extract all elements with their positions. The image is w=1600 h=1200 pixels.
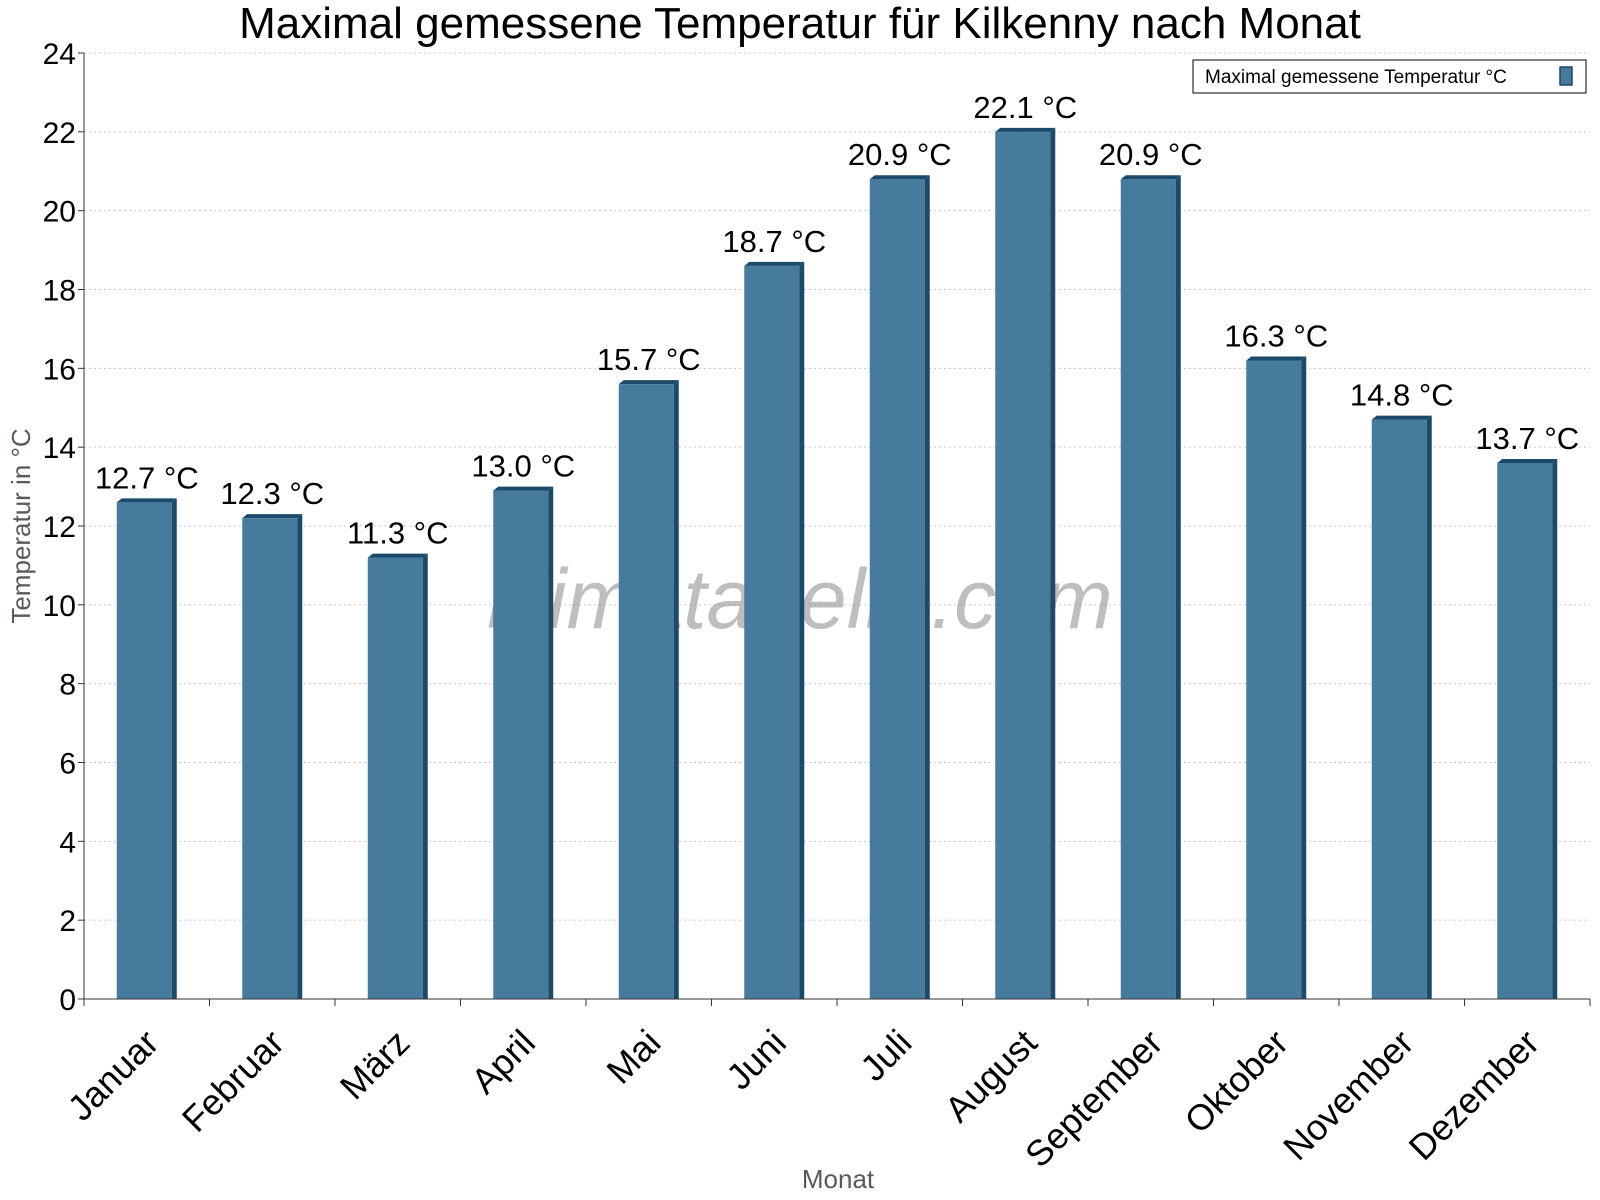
y-tick-label: 22: [43, 117, 76, 150]
data-label: 13.7 °C: [1475, 421, 1579, 456]
x-tick-label: Juni: [718, 1022, 794, 1098]
legend-entry-label: Maximal gemessene Temperatur °C: [1205, 67, 1507, 88]
bar-mai: [618, 380, 679, 999]
bars: 12.7 °C 12.3 °C 11.3 °C 13.0 °C 15.7 °C 18.7 …: [95, 90, 1579, 1000]
bar-face: [995, 131, 1051, 999]
bar-juni: [744, 261, 805, 999]
data-label: 20.9 °C: [1099, 137, 1203, 172]
bar-märz: [367, 553, 428, 999]
bar-juli: [869, 175, 930, 1000]
data-label: 16.3 °C: [1224, 319, 1328, 354]
bar-top: [242, 514, 303, 519]
x-tick-label: Mai: [598, 1022, 668, 1092]
y-tick-label: 10: [43, 590, 76, 623]
bar-side: [1552, 458, 1558, 999]
bar-top: [1246, 356, 1307, 361]
bar-dezember: [1497, 458, 1558, 999]
bar-top: [1497, 458, 1558, 463]
bar-face: [869, 179, 925, 1000]
bar-top: [367, 553, 428, 558]
bar-side: [799, 261, 805, 999]
bar-september: [1120, 175, 1181, 1000]
bar-side: [924, 175, 930, 1000]
data-label: 18.7 °C: [722, 224, 826, 259]
y-tick-label: 6: [59, 748, 76, 781]
bar-top: [116, 498, 177, 503]
bar-face: [1120, 179, 1176, 1000]
y-tick-label: 14: [43, 432, 76, 465]
bar-face: [367, 557, 423, 999]
y-tick-label: 8: [59, 669, 76, 702]
bar-november: [1371, 415, 1432, 1000]
bar-side: [297, 514, 303, 999]
bar-face: [1246, 360, 1302, 1000]
x-tick-label: Juli: [852, 1022, 919, 1089]
data-label: 12.7 °C: [95, 460, 199, 495]
bar-face: [242, 518, 298, 999]
bar-top: [1120, 175, 1181, 180]
y-axis-title: Temperatur in °C: [6, 428, 36, 623]
x-tick-label: September: [1017, 1022, 1171, 1176]
bar-oktober: [1246, 356, 1307, 1000]
data-label: 15.7 °C: [597, 342, 701, 377]
bar-side: [1175, 175, 1181, 1000]
x-tick-label: Februar: [174, 1022, 292, 1140]
x-tick-label: März: [332, 1022, 418, 1108]
bar-side: [1301, 356, 1307, 1000]
x-axis-title: Monat: [802, 1164, 875, 1194]
bar-august: [995, 127, 1056, 1000]
data-label: 22.1 °C: [973, 90, 1077, 125]
bar-top: [869, 175, 930, 180]
x-tick-label: August: [937, 1022, 1045, 1130]
bar-januar: [116, 498, 177, 999]
bar-face: [744, 265, 800, 999]
bar-face: [116, 502, 172, 999]
x-tick-label: Januar: [60, 1022, 167, 1129]
bar-top: [493, 486, 554, 491]
bar-top: [744, 261, 805, 266]
bar-side: [1426, 415, 1432, 1000]
bar-face: [1371, 419, 1427, 1000]
x-tick-label: November: [1275, 1022, 1421, 1168]
bar-side: [548, 486, 554, 999]
grid: [84, 52, 1590, 921]
y-tick-label: 12: [43, 511, 76, 544]
bar-side: [1050, 127, 1056, 1000]
bar-top: [1371, 415, 1432, 420]
y-tick-label: 18: [43, 275, 76, 308]
data-label: 13.0 °C: [471, 449, 575, 484]
bar-face: [493, 490, 549, 999]
bar-side: [422, 553, 428, 999]
y-tick-label: 4: [59, 826, 76, 859]
y-tick-label: 0: [59, 984, 76, 1017]
bar-side: [171, 498, 177, 999]
bar-februar: [242, 514, 303, 999]
x-tick-label: Oktober: [1176, 1022, 1296, 1142]
x-tick-label: April: [463, 1022, 543, 1102]
legend-box: [1192, 59, 1587, 94]
bar-april: [493, 486, 554, 999]
data-label: 11.3 °C: [347, 516, 448, 551]
data-label: 20.9 °C: [848, 137, 952, 172]
data-label: 14.8 °C: [1350, 378, 1454, 413]
y-tick-label: 20: [43, 196, 76, 229]
bar-face: [1497, 462, 1553, 999]
x-tick-label: Dezember: [1400, 1022, 1546, 1168]
bar-top: [995, 127, 1056, 132]
data-label: 12.3 °C: [220, 476, 324, 511]
chart-title: Maximal gemessene Temperatur für Kilkenn…: [239, 0, 1361, 48]
legend-swatch: [1559, 66, 1573, 86]
legend: Maximal gemessene Temperatur °C: [1192, 59, 1587, 94]
y-tick-label: 16: [43, 353, 76, 386]
bar-side: [673, 380, 679, 999]
y-tick-label: 2: [59, 905, 76, 938]
y-tick-label: 24: [43, 38, 76, 71]
bar-top: [618, 380, 679, 385]
bar-face: [618, 384, 674, 999]
